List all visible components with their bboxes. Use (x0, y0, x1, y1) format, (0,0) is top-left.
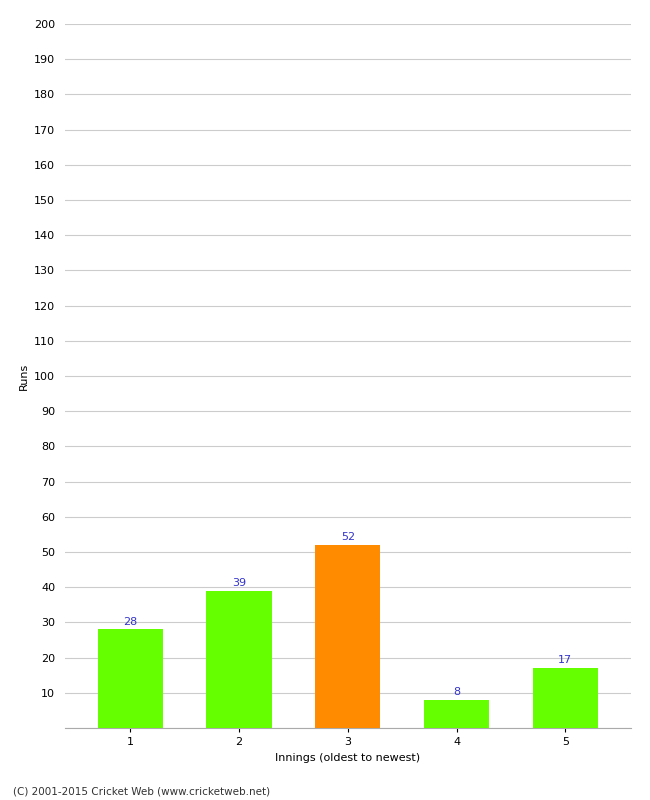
Text: 52: 52 (341, 532, 355, 542)
X-axis label: Innings (oldest to newest): Innings (oldest to newest) (275, 753, 421, 762)
Y-axis label: Runs: Runs (19, 362, 29, 390)
Bar (98, 630, 163, 728)
Bar (207, 590, 272, 728)
Text: 28: 28 (123, 617, 137, 626)
Text: 17: 17 (558, 655, 572, 666)
Bar (315, 545, 380, 728)
Text: (C) 2001-2015 Cricket Web (www.cricketweb.net): (C) 2001-2015 Cricket Web (www.cricketwe… (13, 786, 270, 796)
Text: 8: 8 (453, 687, 460, 697)
Bar (424, 700, 489, 728)
Text: 39: 39 (232, 578, 246, 588)
Bar (532, 668, 598, 728)
